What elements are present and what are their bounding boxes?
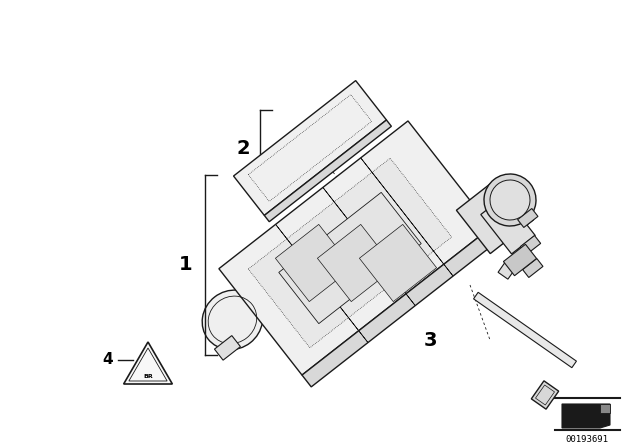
Polygon shape xyxy=(275,224,353,302)
Ellipse shape xyxy=(202,290,262,349)
Polygon shape xyxy=(234,81,387,215)
Polygon shape xyxy=(518,208,538,228)
Polygon shape xyxy=(124,342,172,384)
Ellipse shape xyxy=(484,174,536,226)
Text: BR: BR xyxy=(143,374,153,379)
Polygon shape xyxy=(360,224,436,302)
Polygon shape xyxy=(481,196,535,254)
Polygon shape xyxy=(276,224,368,343)
Text: 3: 3 xyxy=(423,331,436,349)
Polygon shape xyxy=(600,404,610,413)
Polygon shape xyxy=(531,381,559,409)
Polygon shape xyxy=(248,158,452,348)
Ellipse shape xyxy=(490,180,530,220)
Polygon shape xyxy=(323,187,415,306)
Polygon shape xyxy=(474,292,577,368)
Text: 4: 4 xyxy=(102,353,113,367)
Polygon shape xyxy=(317,224,395,302)
Polygon shape xyxy=(214,336,241,360)
Polygon shape xyxy=(302,227,500,387)
Polygon shape xyxy=(562,404,610,428)
Polygon shape xyxy=(219,121,491,375)
Polygon shape xyxy=(264,120,392,222)
Polygon shape xyxy=(456,177,534,254)
Polygon shape xyxy=(523,258,543,277)
Polygon shape xyxy=(361,158,453,276)
Polygon shape xyxy=(520,236,541,254)
Polygon shape xyxy=(498,261,516,279)
Text: 00193691: 00193691 xyxy=(566,435,609,444)
Text: 1: 1 xyxy=(179,255,193,275)
Text: 2: 2 xyxy=(236,138,250,158)
Polygon shape xyxy=(279,192,421,323)
Polygon shape xyxy=(504,244,536,276)
